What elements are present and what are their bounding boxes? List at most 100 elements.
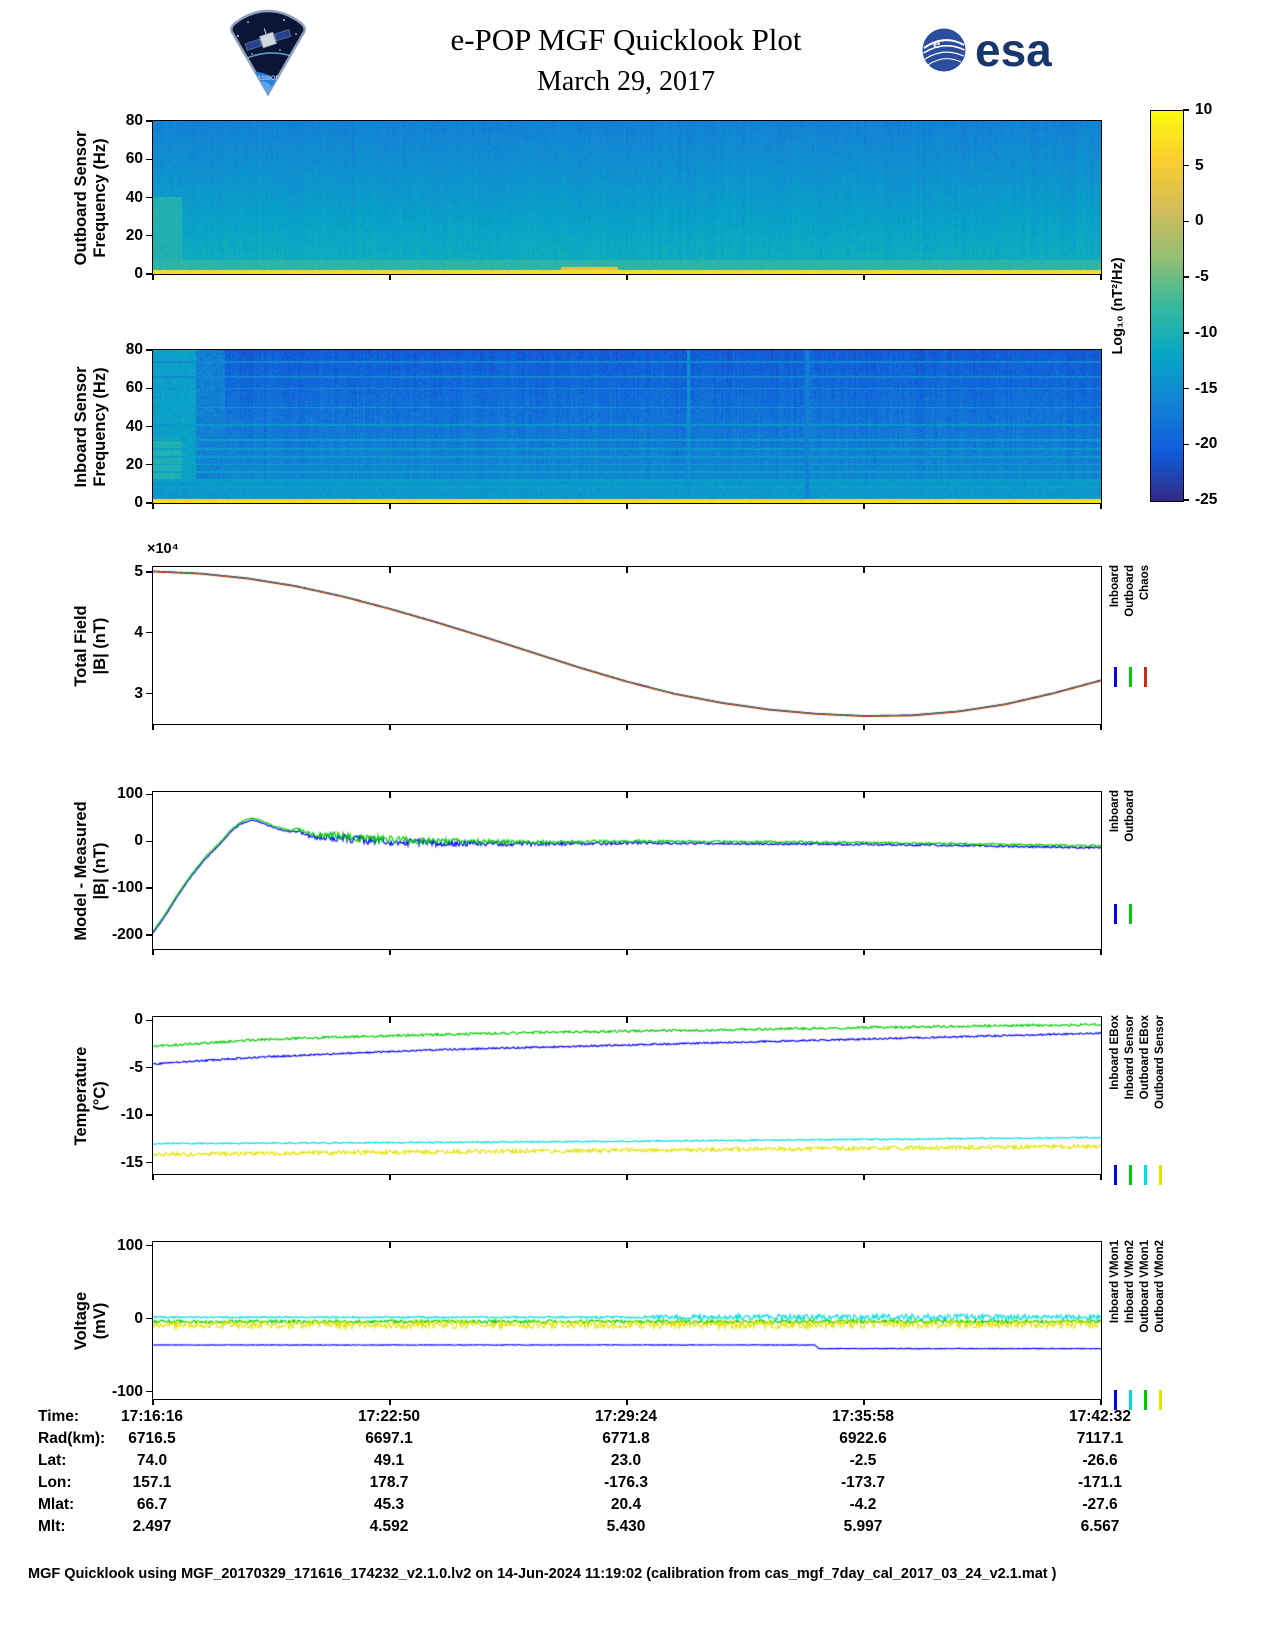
x-tick-mark	[389, 724, 391, 730]
y-tick-mark	[146, 196, 153, 199]
legend-color-mark	[1144, 1165, 1147, 1185]
y-tick-label: 80	[125, 341, 143, 358]
ephemeris-value: -176.3	[604, 1474, 648, 1491]
x-tick-mark-top	[626, 1017, 628, 1023]
panel-inboard-spectrogram: Inboard Sensor Frequency (Hz) 0 20 40 60 80	[72, 341, 1102, 511]
legend-label: Outboard VMon1	[1139, 1240, 1151, 1333]
y-tick-mark	[146, 425, 153, 428]
footer-processing-note: MGF Quicklook using MGF_20170329_171616_…	[28, 1566, 1057, 1582]
y-tick-label: 0	[134, 832, 143, 850]
legend-model-minus-measured: Inboard Outboard	[1109, 790, 1137, 842]
legend-mark-cell	[1124, 904, 1137, 924]
ephemeris-value: -27.6	[1082, 1496, 1118, 1513]
legend-label: Inboard Sensor	[1124, 1015, 1136, 1100]
y-tick-label: 3	[134, 684, 143, 702]
y-tick-mark	[146, 1019, 153, 1021]
temperature-line-chart	[153, 1017, 1101, 1174]
y-tick-label: 100	[117, 785, 143, 803]
y-tick-mark	[146, 349, 153, 351]
ephemeris-value: 6922.6	[839, 1430, 887, 1447]
x-tick-mark	[152, 1399, 154, 1405]
ephemeris-value: 6716.5	[128, 1430, 176, 1447]
ephemeris-value: 2.497	[132, 1518, 172, 1535]
x-tick-mark-top	[389, 1242, 391, 1248]
ephemeris-value: -4.2	[849, 1496, 877, 1513]
x-tick-mark	[626, 949, 628, 955]
y-axis-label-model-measured: Model - Measured |B| (nT)	[72, 800, 109, 941]
x-tick-mark	[626, 724, 628, 730]
legend-color-mark	[1159, 1390, 1162, 1410]
legend-color-marks	[1109, 667, 1152, 687]
legend-color-mark	[1114, 904, 1117, 924]
legend-label: Chaos	[1139, 565, 1151, 601]
colorbar-tick-mark	[1183, 220, 1189, 223]
ephemeris-value: 4.592	[369, 1518, 409, 1535]
colorbar-tick-label: -15	[1195, 379, 1218, 397]
x-tick-mark	[1100, 1399, 1102, 1405]
ephemeris-value: 23.0	[610, 1452, 642, 1469]
x-tick-mark	[1100, 274, 1102, 280]
y-tick-label: -15	[120, 1153, 143, 1171]
colorbar-tick-label: -25	[1195, 491, 1218, 508]
legend-label: Inboard VMon1	[1109, 1240, 1121, 1324]
legend-temperature: Inboard EBox Inboard Sensor Outboard EBox O…	[1109, 1015, 1167, 1109]
inboard-spectrogram-heatmap	[153, 350, 1101, 503]
x-tick-mark	[626, 1399, 628, 1405]
panel-temperature: Temperature (°C) 0 -5 -10 -15 Inboard EBox In…	[72, 1011, 1166, 1185]
colorbar-gradient	[1150, 110, 1184, 502]
x-tick-mark	[626, 1174, 628, 1180]
y-tick-label: 40	[125, 417, 143, 435]
colorbar-tick-mark	[1183, 276, 1189, 278]
ephemeris-value: 20.4	[610, 1496, 642, 1513]
y-tick-label: 5	[134, 562, 143, 580]
ephemeris-value: 17:16:16	[120, 1408, 184, 1425]
total-field-line-chart	[153, 567, 1101, 724]
ephemeris-row-label: Lon:	[38, 1474, 72, 1491]
x-tick-mark	[389, 274, 391, 280]
ephemeris-row: Lat: 74.0 49.1 23.0 -2.5 -26.6	[0, 1452, 1275, 1474]
legend-entry: Outboard Sensor	[1154, 1015, 1167, 1109]
y-tick-label: 0	[134, 1011, 143, 1029]
x-tick-mark-top	[626, 1242, 628, 1248]
legend-label: Inboard	[1109, 790, 1121, 833]
y-tick-mark	[146, 1161, 153, 1164]
legend-mark-cell	[1154, 1390, 1167, 1410]
legend-entry: Inboard EBox	[1109, 1015, 1122, 1109]
x-tick-mark	[626, 274, 628, 280]
colorbar-tick-label: -10	[1195, 323, 1218, 341]
y-tick-mark	[146, 887, 153, 889]
x-tick-mark	[152, 274, 154, 280]
esa-emblem-icon: e	[922, 28, 966, 72]
ephemeris-table: Time: 17:16:16 17:22:50 17:29:24 17:35:58 17:…	[0, 1408, 1275, 1548]
ephemeris-value: 45.3	[373, 1496, 405, 1513]
y-tick-label: -100	[111, 1382, 143, 1400]
ephemeris-value: 74.0	[136, 1452, 168, 1469]
legend-mark-cell	[1124, 1165, 1137, 1185]
x-tick-mark	[152, 949, 154, 955]
x-tick-mark	[152, 1174, 154, 1180]
colorbar-tick-label: -20	[1195, 435, 1218, 453]
y-tick-mark	[146, 1317, 153, 1320]
x-tick-mark	[389, 1174, 391, 1180]
y-axis-exponent: ×10⁴	[147, 541, 179, 557]
ephemeris-row-label: Mlt:	[38, 1518, 66, 1535]
y-tick-mark	[146, 1244, 153, 1247]
y-tick-mark	[146, 793, 153, 796]
y-tick-label: 100	[117, 1236, 143, 1254]
panel-voltage: Voltage (mV) 100 0 -100 Inboard VMon1 Inboar…	[72, 1237, 1166, 1410]
legend-label: Outboard	[1124, 565, 1136, 617]
ephemeris-row: Time: 17:16:16 17:22:50 17:29:24 17:35:58 17:…	[0, 1408, 1275, 1430]
ephemeris-row-label: Mlat:	[38, 1496, 75, 1513]
legend-color-mark	[1114, 1165, 1117, 1185]
panel-model-minus-measured: Model - Measured |B| (nT) 100 0 -100 -200 In…	[72, 785, 1136, 955]
x-tick-mark	[863, 503, 865, 509]
ephemeris-row: Rad(km): 6716.5 6697.1 6771.8 6922.6 7117.1	[0, 1430, 1275, 1452]
x-tick-mark	[1100, 1174, 1102, 1180]
ephemeris-value: 6.567	[1080, 1518, 1120, 1535]
ephemeris-value: 6771.8	[602, 1430, 650, 1447]
y-tick-label: 0	[134, 494, 143, 511]
legend-entry: Outboard VMon2	[1154, 1240, 1167, 1333]
y-tick-mark	[146, 571, 153, 573]
legend-color-mark	[1129, 1390, 1132, 1410]
y-tick-label: -5	[129, 1058, 143, 1076]
